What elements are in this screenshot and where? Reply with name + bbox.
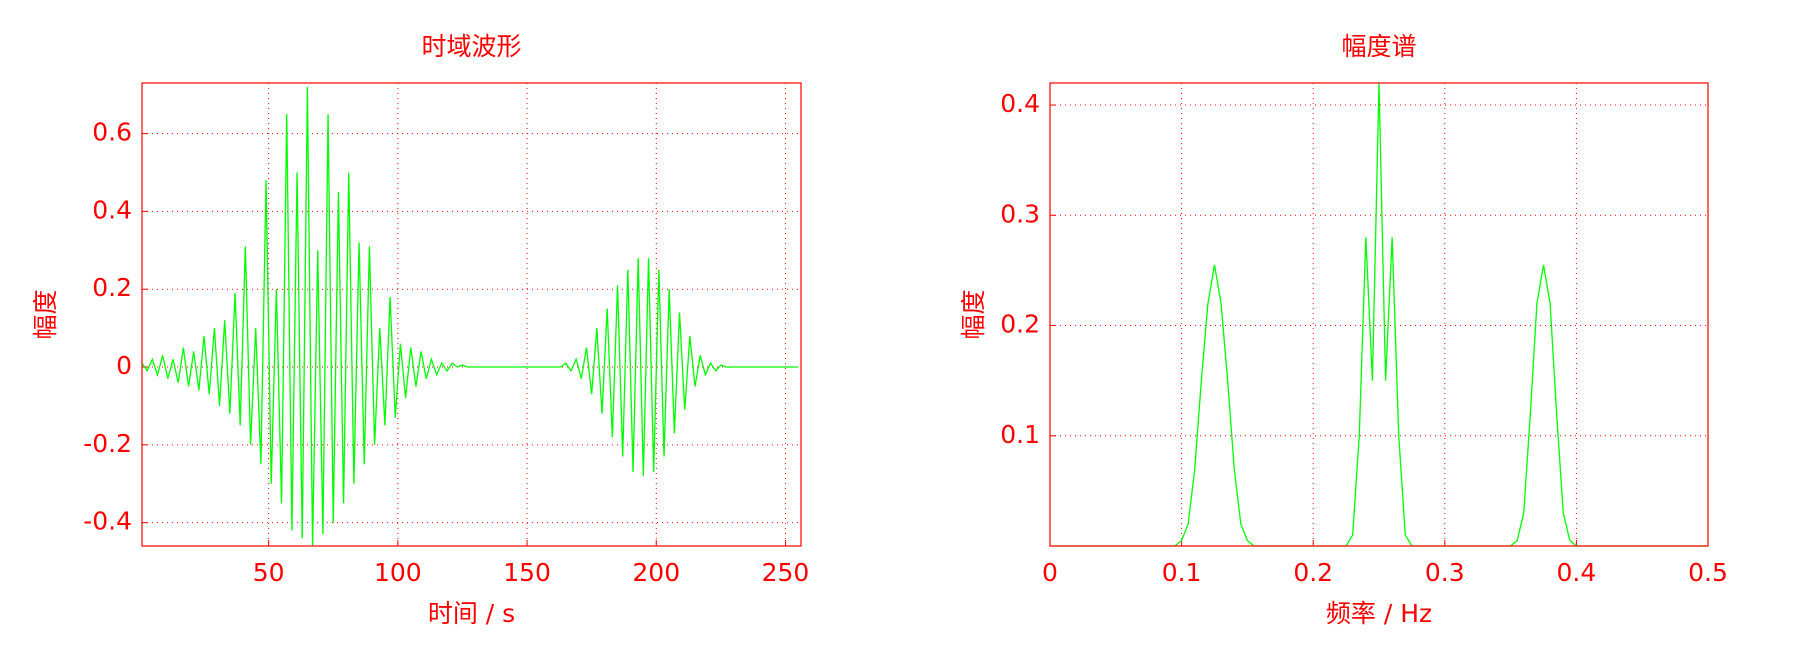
y-tick-label: 0.4 [92, 195, 132, 224]
x-tick-label: 0.3 [1425, 558, 1465, 587]
y-tick-label: 0.2 [1000, 310, 1040, 339]
data-line [141, 86, 799, 547]
y-tick-label: 0.1 [1000, 420, 1040, 449]
x-tick-label: 0.2 [1293, 558, 1333, 587]
y-tick-label: 0.4 [1000, 89, 1040, 118]
x-tick-label: 0.4 [1557, 558, 1597, 587]
axes-frame [141, 82, 802, 547]
y-tick-label: -0.4 [83, 507, 132, 536]
x-tick-label: 250 [762, 558, 810, 587]
x-axis-label: 时间 / s [428, 599, 515, 628]
y-tick-label: -0.2 [83, 429, 132, 458]
chart-title: 时域波形 [421, 32, 521, 61]
x-tick-label: 200 [632, 558, 680, 587]
chart-title: 幅度谱 [1341, 32, 1416, 61]
y-tick-label: 0 [116, 351, 132, 380]
x-tick-label: 150 [503, 558, 551, 587]
x-axis-label: 频率 / Hz [1326, 599, 1432, 628]
y-tick-label: 0.2 [92, 273, 132, 302]
x-tick-label: 0.1 [1162, 558, 1202, 587]
y-axis-label: 幅度 [959, 289, 988, 339]
x-tick-label: 50 [253, 558, 285, 587]
x-tick-label: 0.5 [1688, 558, 1728, 587]
axes-frame [1049, 82, 1709, 547]
y-tick-label: 0.3 [1000, 199, 1040, 228]
x-tick-label: 100 [374, 558, 422, 587]
y-tick-label: 0.6 [92, 118, 132, 147]
data-line [1050, 82, 1708, 547]
y-axis-label: 幅度 [31, 289, 60, 339]
x-tick-label: 0 [1042, 558, 1058, 587]
